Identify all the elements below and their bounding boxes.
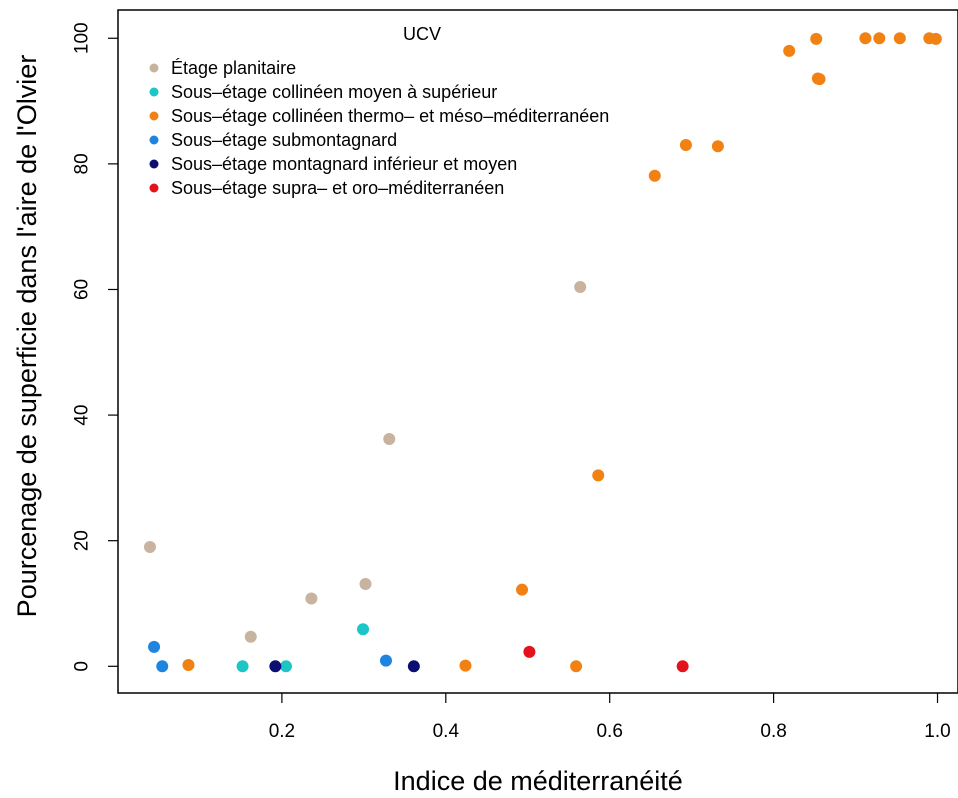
legend-label-1: Sous–étage collinéen moyen à supérieur [171,82,497,102]
point-s2-8 [783,44,796,57]
point-s2-13 [873,32,886,45]
legend-entries: Étage planitaire Sous–étage collinéen moy… [149,58,609,198]
point-s2-9 [810,32,823,45]
legend-label-0: Étage planitaire [171,58,296,78]
point-s1-2 [357,623,370,636]
y-tick-label-2: 40 [72,405,93,426]
point-s2-6 [679,139,692,152]
x-tick-label-1: 0.4 [433,721,460,742]
y-tick-label-4: 80 [72,153,93,174]
point-s0-1 [244,630,257,643]
point-s2-16 [929,32,942,45]
legend-label-2: Sous–étage collinéen thermo– et méso–méd… [171,106,609,126]
y-tick-label-3: 60 [72,279,93,300]
point-s2-14 [893,32,906,45]
point-s2-12 [859,32,872,45]
legend-title: UCV [403,24,441,44]
legend-marker-2 [149,111,159,121]
point-s2-0 [182,659,195,672]
data-points [143,32,942,673]
point-s5-0 [523,645,536,658]
point-s1-1 [280,660,292,673]
y-tick-label-0: 0 [72,661,93,672]
point-s3-2 [379,654,392,667]
point-s0-2 [305,592,318,605]
x-tick-label-3: 0.8 [760,721,786,742]
legend-label-4: Sous–étage montagnard inférieur et moyen [171,154,517,174]
point-s2-11 [813,73,826,86]
point-s1-0 [236,660,249,673]
y-axis-title: Pourcenage de superficie dans l'aire de … [12,55,42,618]
point-s4-0 [269,660,282,673]
point-s2-1 [459,659,472,672]
point-s0-4 [383,432,396,445]
legend-label-3: Sous–étage submontagnard [171,130,397,150]
point-s2-7 [711,140,724,153]
point-s3-0 [148,640,161,653]
point-s2-2 [516,583,529,596]
legend: UCV Étage planitaire Sous–étage collinéen… [149,24,609,198]
point-s0-3 [359,578,372,591]
plot-frame [117,9,958,694]
point-s4-1 [407,660,420,673]
point-s3-1 [156,660,169,673]
y-axis: 0 20 40 60 80 100 [72,22,118,672]
x-tick-label-4: 1.0 [924,721,950,742]
x-axis-title: Indice de méditerranéité [393,766,683,796]
point-s2-3 [570,660,583,673]
x-tick-label-0: 0.2 [269,721,295,742]
point-s2-4 [592,469,605,482]
legend-marker-3 [149,135,159,145]
legend-marker-0 [149,63,159,73]
point-s0-5 [574,280,587,293]
y-tick-label-1: 20 [72,530,93,551]
legend-label-5: Sous–étage supra– et oro–méditerranéen [171,178,504,198]
legend-marker-5 [149,183,159,193]
x-tick-label-2: 0.6 [596,721,622,742]
point-s5-1 [676,660,689,673]
point-s0-0 [143,540,156,553]
point-s2-5 [648,169,661,182]
legend-marker-4 [149,159,159,169]
legend-marker-1 [149,87,159,97]
y-tick-label-5: 100 [72,22,93,54]
x-axis: 0.2 0.4 0.6 0.8 1.0 [269,693,951,742]
